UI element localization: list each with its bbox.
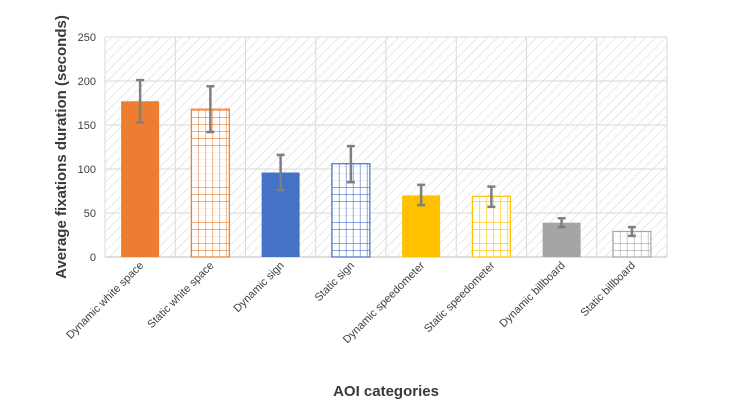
- y-axis-title: Average fixations duration (seconds): [53, 15, 70, 279]
- error-bars: [136, 78, 636, 238]
- error-bar: [417, 183, 426, 207]
- y-tick-label: 250: [78, 32, 96, 44]
- error-bar: [206, 85, 215, 134]
- x-tick-label: Static billboard: [578, 260, 638, 320]
- error-bar: [346, 144, 355, 184]
- bar: [542, 222, 581, 257]
- x-tick-label: Dynamic speedometer: [341, 259, 428, 346]
- bar: [190, 108, 230, 258]
- x-axis-title: AOI categories: [333, 383, 439, 400]
- error-bar: [136, 78, 145, 124]
- x-tick-label: Dynamic billboard: [497, 260, 567, 330]
- x-tick-label: Dynamic sign: [232, 260, 287, 315]
- x-tick-label: Static sign: [313, 260, 357, 304]
- y-tick-label: 150: [78, 120, 96, 132]
- x-tick-label: Static white space: [145, 260, 216, 331]
- x-tick-label: Dynamic white space: [64, 260, 146, 342]
- y-tick-label: 100: [78, 164, 96, 176]
- bar: [121, 101, 160, 258]
- error-bar: [487, 185, 496, 209]
- x-tick-label: Static speedometer: [422, 259, 498, 335]
- error-bar: [276, 153, 285, 192]
- x-axis-ticks: Dynamic white space Static white space Dyn…: [64, 259, 638, 346]
- error-bar: [627, 225, 636, 238]
- y-axis-ticks: 0 50 100 150 200 250: [78, 32, 96, 264]
- y-tick-label: 50: [84, 208, 96, 220]
- y-tick-label: 200: [78, 76, 96, 88]
- y-tick-label: 0: [90, 252, 96, 264]
- error-bar: [557, 217, 566, 229]
